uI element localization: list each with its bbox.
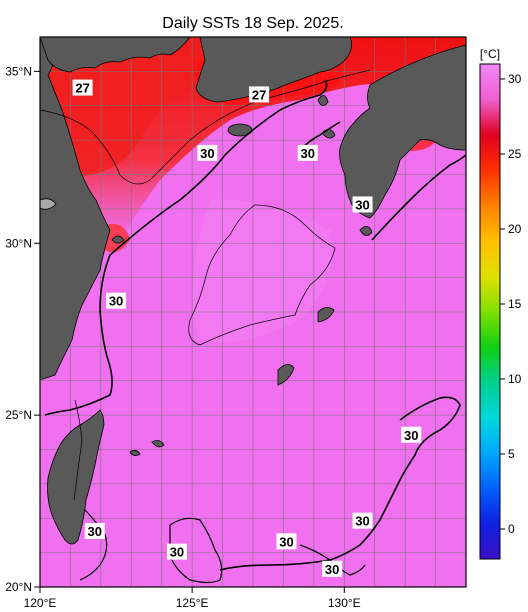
contour-label-text: 30 (88, 524, 102, 539)
contour-label-text: 30 (301, 146, 315, 161)
contour-label: 27 (249, 86, 270, 103)
contour-label-bg (401, 426, 422, 443)
isotherm-southwest (79, 509, 108, 581)
land-china (40, 37, 111, 381)
colorbar-tick-label: 15 (508, 297, 522, 311)
lon-tick-label: 125°E (176, 596, 209, 610)
isotherm-30-west (44, 254, 113, 416)
lon-tick-label: 130°E (328, 596, 361, 610)
land-korea-south (195, 37, 353, 103)
isotherm-31-pool (188, 204, 336, 346)
isotherm-29 (40, 69, 371, 185)
contour-label: 30 (84, 523, 105, 539)
contour-label: 30 (276, 533, 297, 550)
lat-tick-label: 30°N (5, 236, 32, 250)
land-amami (317, 307, 335, 323)
lat-tick-label: 35°N (5, 64, 32, 78)
colorbar: [°C] 30 25 20 15 10 5 0 (479, 47, 522, 560)
land-okinawa (277, 364, 295, 386)
contour-label-bg (352, 196, 373, 213)
contour-label-bg (249, 86, 270, 103)
lat-tick-label: 25°N (5, 408, 32, 422)
contour-label-bg (322, 560, 343, 577)
land-chongming (40, 198, 57, 210)
land-yonaguni (129, 450, 141, 456)
yellow-sea-region (40, 37, 215, 180)
land-miyako (151, 440, 165, 448)
land-chusan (111, 235, 125, 244)
isotherm-30-east (371, 154, 466, 241)
contour-label-bg (106, 292, 127, 309)
isotherm-south-islands (169, 517, 223, 584)
contour-label-text: 30 (279, 534, 293, 549)
isotherms (40, 69, 466, 584)
contour-label-text: 27 (75, 81, 89, 96)
contour-label-bg (197, 144, 218, 161)
contour-label-text: 30 (170, 545, 184, 560)
contour-labels: 27 27 30 30 30 30 30 30 30 30 30 30 (72, 79, 422, 577)
contour-label-bg (352, 512, 373, 529)
colorbar-gradient (479, 63, 501, 560)
map-title: Daily SSTs 18 Sep. 2025. (162, 15, 343, 32)
contour-label: 30 (106, 292, 127, 309)
land-tanegashima (359, 226, 373, 236)
map-area: 27 27 30 30 30 30 30 30 30 30 30 30 (40, 37, 466, 587)
contour-label: 30 (297, 144, 318, 161)
contour-label-text: 30 (200, 146, 214, 161)
contour-label-text: 30 (109, 294, 123, 309)
lat-tick-label: 20°N (5, 580, 32, 594)
colorbar-unit: [°C] (480, 47, 500, 61)
contour-label-text: 27 (252, 87, 266, 102)
isotherm-taiwan-strait (73, 399, 83, 501)
contour-label-text: 30 (325, 562, 339, 577)
contour-label-bg (72, 79, 93, 96)
contour-label: 30 (166, 543, 187, 560)
contour-label-text: 30 (355, 514, 369, 529)
isotherm-30-kyushu (299, 121, 341, 151)
colorbar-tick-label: 5 (508, 447, 515, 461)
isotherm-30-south (219, 396, 461, 571)
contour-label: 27 (72, 79, 93, 96)
colorbar-tick-label: 30 (508, 72, 522, 86)
map-frame (39, 36, 467, 588)
colorbar-tick-label: 20 (508, 222, 522, 236)
land-korea (40, 37, 191, 73)
map-axes: 120°E 125°E 130°E 35°N 30°N 25°N 20°N (5, 64, 361, 610)
contour-label-bg (276, 533, 297, 550)
contour-label: 30 (322, 560, 343, 577)
colorbar-ticks: 30 25 20 15 10 5 0 (500, 72, 522, 536)
colorbar-tick-label: 25 (508, 147, 522, 161)
lon-tick-label: 120°E (24, 596, 57, 610)
contour-label-bg (84, 523, 105, 539)
contour-label: 30 (197, 144, 218, 161)
contour-label: 30 (401, 426, 422, 443)
warm-pool-region (192, 199, 332, 343)
land-taiwan (47, 409, 105, 545)
contour-label: 30 (352, 512, 373, 529)
contour-label-text: 30 (404, 428, 418, 443)
colorbar-tick-label: 10 (508, 372, 522, 386)
isotherm-30-main (109, 79, 328, 256)
contour-label-bg (166, 543, 187, 560)
contour-label: 30 (352, 196, 373, 213)
land-tsushima (317, 95, 329, 106)
contour-label-bg (297, 144, 318, 161)
land-masses (40, 37, 466, 545)
colorbar-tick-label: 0 (508, 522, 515, 536)
contour-label-text: 30 (355, 197, 369, 212)
